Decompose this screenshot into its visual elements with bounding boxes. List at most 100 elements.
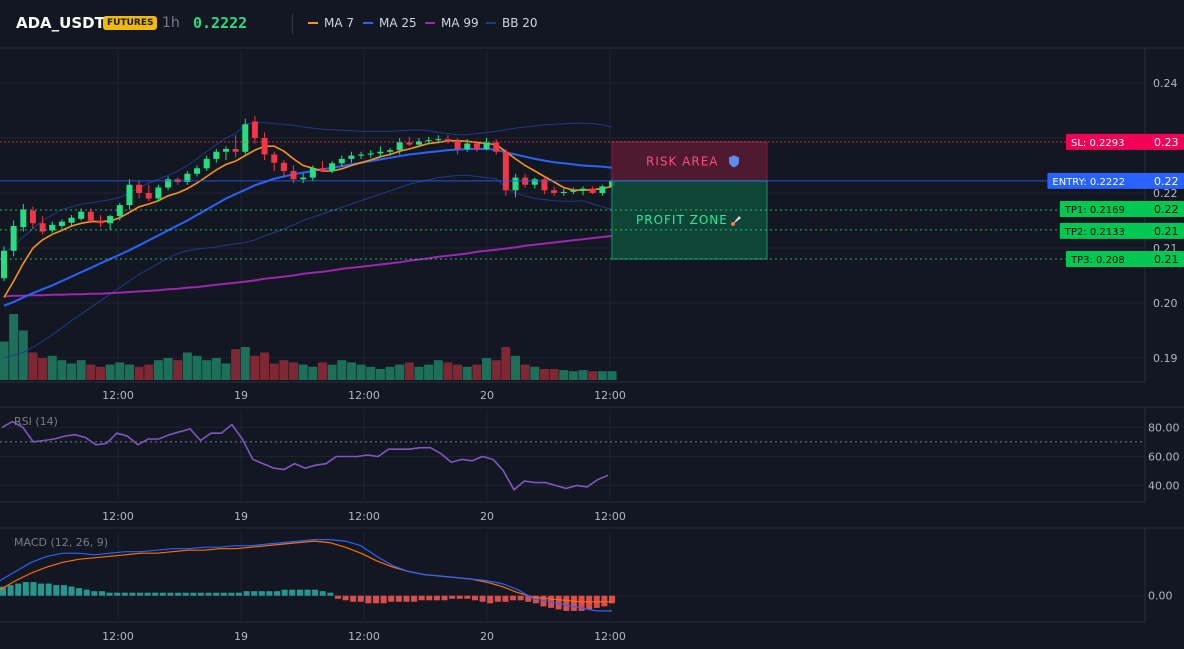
- level-tag-tp[interactable]: TP2: 0.2133 0.21: [1059, 222, 1184, 239]
- macd-histogram-bar: [129, 592, 136, 596]
- level-tag-text: TP2: 0.2133: [1064, 227, 1125, 238]
- candle-body: [184, 173, 191, 182]
- volume-bar: [144, 364, 154, 380]
- price-axis-label: 0.19: [1153, 352, 1178, 365]
- macd-histogram-bar: [403, 595, 410, 602]
- volume-bar: [453, 364, 463, 380]
- macd-histogram-bar: [7, 585, 14, 596]
- macd-histogram-bar: [114, 592, 121, 596]
- macd-histogram-bar: [22, 582, 29, 596]
- level-tag-entry[interactable]: ENTRY: 0.2222 0.22: [1047, 172, 1184, 189]
- candle-body: [464, 143, 471, 149]
- level-axis-value: 0.23: [1154, 136, 1179, 149]
- candle-body: [531, 179, 538, 185]
- volume-bar: [250, 355, 260, 380]
- level-tag-sl[interactable]: SL: 0.2293 0.23: [1066, 133, 1184, 150]
- volume-bar: [424, 364, 434, 380]
- level-axis-value: 0.21: [1154, 225, 1179, 238]
- macd-histogram-bar: [258, 591, 265, 596]
- volume-bar: [433, 360, 443, 380]
- macd-histogram-bar: [380, 595, 387, 604]
- legend-ma25[interactable]: MA 25: [363, 16, 417, 30]
- macd-histogram-bar: [342, 595, 349, 601]
- volume-bar: [404, 362, 414, 380]
- ma99-line: [3, 234, 613, 298]
- volume-bar: [221, 363, 231, 380]
- macd-histogram-bar: [235, 592, 242, 596]
- legend-ma7[interactable]: MA 7: [308, 16, 354, 30]
- macd-histogram-bar: [449, 595, 456, 599]
- time-axis-label: 12:00: [102, 630, 134, 643]
- macd-histogram-bar: [159, 592, 166, 596]
- macd-histogram-bar: [327, 592, 334, 596]
- volume-bar: [501, 347, 511, 380]
- volume-bar: [182, 352, 192, 380]
- volume-bar: [385, 366, 395, 380]
- macd-histogram-bar: [312, 589, 319, 596]
- volume-bar: [395, 364, 405, 380]
- volume-bar: [472, 364, 482, 380]
- macd-histogram-bar: [106, 592, 113, 596]
- bb-lower-line: [3, 174, 613, 359]
- legend-swatch: [425, 22, 435, 24]
- candle-body: [435, 139, 442, 141]
- volume-bar: [67, 363, 77, 380]
- macd-histogram-bar: [464, 595, 471, 599]
- macd-histogram-bar: [38, 583, 45, 596]
- macd-histogram-bar: [190, 592, 197, 596]
- macd-histogram-bar: [213, 592, 220, 596]
- timeframe-label[interactable]: 1h: [162, 15, 180, 31]
- rsi-axis-label: 80.00: [1148, 421, 1180, 434]
- macd-histogram-bar: [471, 595, 478, 601]
- candle-body: [551, 190, 558, 193]
- candle-body: [145, 193, 152, 199]
- macd-histogram-bar: [144, 592, 151, 596]
- shield-icon: [729, 155, 739, 168]
- profit-zone: [611, 180, 768, 260]
- candle-body: [319, 168, 326, 171]
- candle-body: [444, 139, 451, 141]
- volume-bar: [289, 362, 299, 380]
- macd-histogram-bar: [411, 595, 418, 602]
- macd-histogram-bar: [319, 591, 326, 596]
- legend-ma99[interactable]: MA 99: [425, 16, 479, 30]
- legend-swatch: [308, 22, 318, 24]
- macd-histogram-bar: [91, 591, 98, 596]
- macd-histogram-bar: [433, 595, 440, 601]
- level-axis-value: 0.22: [1154, 203, 1179, 216]
- candle-body: [203, 158, 210, 169]
- candle-body: [483, 142, 490, 149]
- candle-body: [560, 191, 567, 193]
- macd-title: MACD (12, 26, 9): [14, 536, 108, 549]
- candle-body: [39, 223, 46, 232]
- level-tag-tp[interactable]: TP1: 0.2169 0.22: [1059, 201, 1184, 218]
- macd-signal-line: [0, 540, 612, 603]
- candle-body: [473, 143, 480, 149]
- symbol-name[interactable]: ADA_USDT: [16, 14, 105, 32]
- volume-bar: [462, 366, 472, 380]
- level-tag-tp[interactable]: TP3: 0.208 0.21: [1066, 251, 1184, 267]
- candle-body: [116, 205, 123, 217]
- level-tag-bg: [1066, 251, 1184, 267]
- candle-body: [300, 177, 307, 180]
- rsi-title: RSI (14): [14, 415, 58, 428]
- level-tag-text: ENTRY: 0.2222: [1052, 177, 1125, 188]
- volume-bar: [231, 349, 241, 380]
- candle-body: [107, 216, 114, 224]
- candle-body: [194, 168, 201, 174]
- macd-histogram-bar: [563, 595, 570, 611]
- time-axis-label: 12:00: [102, 389, 134, 402]
- level-tag-text: SL: 0.2293: [1071, 138, 1124, 149]
- time-axis-label: 12:00: [348, 389, 380, 402]
- volume-bar: [298, 364, 308, 380]
- volume-bar: [337, 360, 347, 380]
- candle-body: [213, 151, 220, 159]
- time-axis-label: 20: [480, 630, 494, 643]
- candle-body: [415, 141, 422, 145]
- macd-histogram-bar: [525, 595, 532, 602]
- legend-bb20[interactable]: BB 20: [486, 16, 538, 30]
- macd-histogram-bar: [152, 592, 159, 596]
- macd-histogram-bar: [357, 595, 364, 602]
- macd-histogram-bar: [220, 592, 227, 596]
